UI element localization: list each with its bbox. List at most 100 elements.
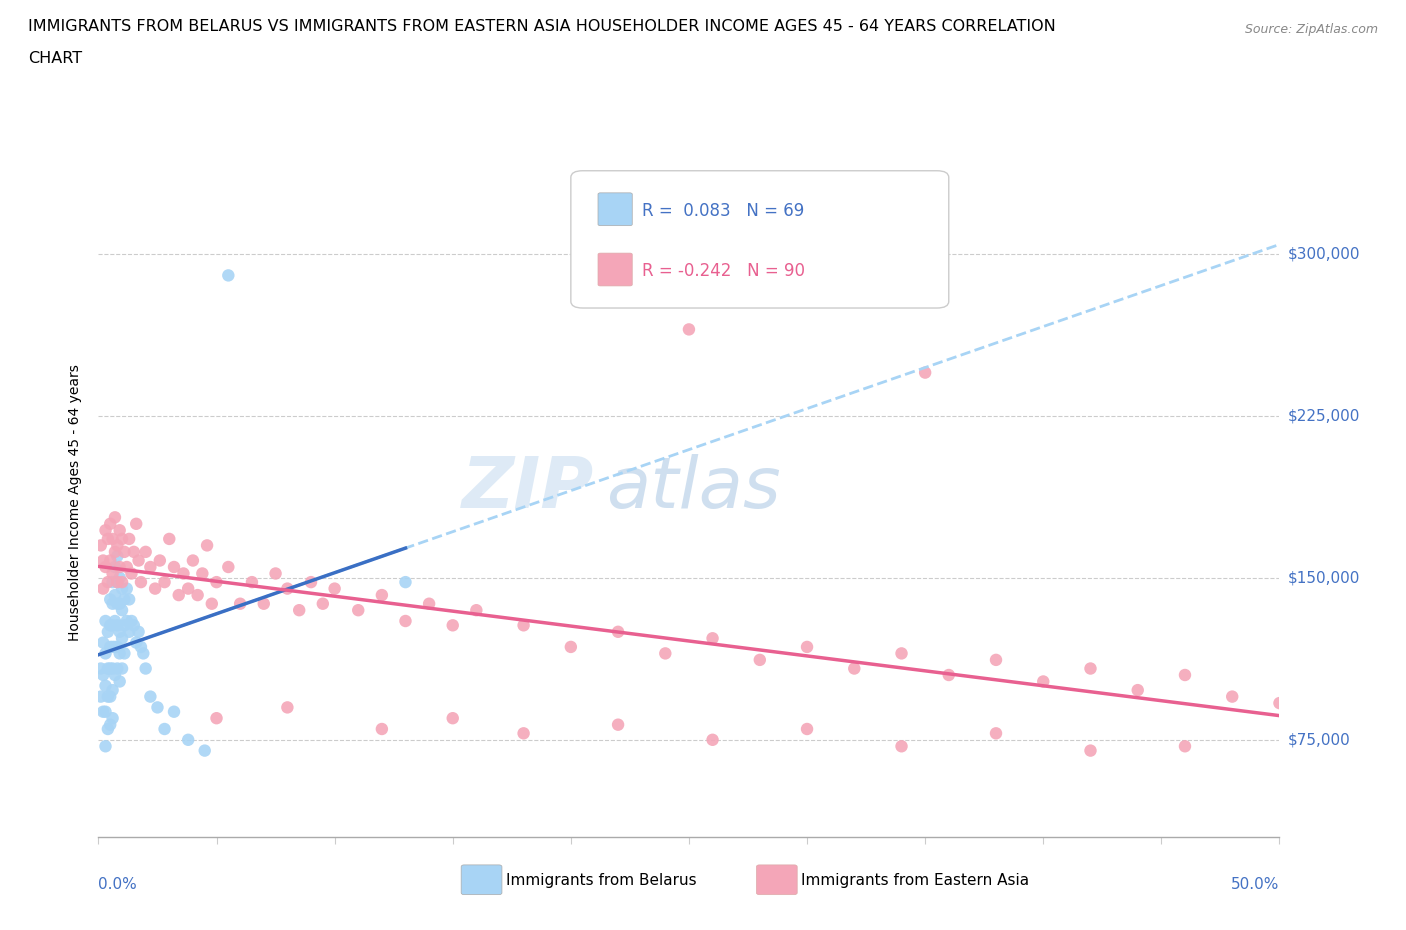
Point	[101, 566, 124, 581]
Point	[104, 510, 127, 525]
Point	[312, 596, 335, 611]
Point	[105, 661, 128, 676]
Point	[844, 661, 866, 676]
Point	[938, 668, 960, 683]
Point	[91, 704, 114, 719]
Point	[163, 560, 186, 575]
Point	[97, 689, 120, 704]
Point	[101, 618, 124, 632]
Point	[112, 646, 135, 661]
Point	[98, 553, 121, 568]
Text: $75,000: $75,000	[1288, 732, 1351, 748]
Point	[90, 661, 112, 676]
Point	[217, 560, 239, 575]
Point	[91, 668, 114, 683]
Point	[94, 738, 117, 753]
Point	[890, 646, 912, 661]
Point	[91, 581, 114, 596]
Text: $300,000: $300,000	[1288, 246, 1360, 261]
Point	[394, 575, 416, 590]
Point	[890, 738, 912, 753]
Point	[1126, 683, 1149, 698]
Point	[105, 575, 128, 590]
Point	[108, 674, 131, 689]
Text: $150,000: $150,000	[1288, 570, 1360, 585]
Point	[104, 560, 127, 575]
Point	[702, 631, 724, 645]
Point	[125, 635, 148, 650]
Point	[105, 575, 128, 590]
Point	[177, 732, 200, 747]
Point	[97, 661, 120, 676]
Point	[98, 689, 121, 704]
FancyBboxPatch shape	[571, 171, 949, 308]
Point	[512, 618, 534, 632]
Point	[101, 661, 124, 676]
Point	[101, 683, 124, 698]
Point	[205, 575, 228, 590]
Point	[253, 596, 276, 611]
Text: Immigrants from Eastern Asia: Immigrants from Eastern Asia	[801, 873, 1029, 888]
Point	[121, 614, 143, 629]
Point	[108, 523, 131, 538]
Point	[371, 588, 394, 603]
Point	[153, 722, 176, 737]
Point	[118, 592, 141, 607]
Point	[187, 588, 209, 603]
Point	[276, 581, 298, 596]
Point	[125, 516, 148, 531]
Point	[172, 566, 194, 581]
Point	[163, 704, 186, 719]
Point	[98, 640, 121, 655]
Point	[101, 575, 124, 590]
Point	[157, 531, 180, 546]
Point	[149, 553, 172, 568]
Point	[1032, 674, 1054, 689]
Point	[122, 618, 145, 632]
Text: 0.0%: 0.0%	[98, 877, 138, 892]
Point	[512, 726, 534, 741]
Point	[146, 700, 169, 715]
Point	[115, 560, 138, 575]
Point	[128, 553, 150, 568]
Point	[94, 678, 117, 693]
Point	[105, 640, 128, 655]
Point	[560, 640, 582, 655]
Point	[323, 581, 346, 596]
Point	[229, 596, 252, 611]
Point	[205, 711, 228, 725]
Point	[607, 624, 630, 639]
Point	[108, 596, 131, 611]
Point	[1080, 743, 1102, 758]
Point	[1268, 696, 1291, 711]
Point	[97, 624, 120, 639]
Point	[91, 553, 114, 568]
Point	[105, 549, 128, 564]
Point	[98, 618, 121, 632]
Point	[1174, 668, 1197, 683]
Point	[702, 732, 724, 747]
Point	[914, 365, 936, 380]
Point	[191, 566, 214, 581]
Point	[115, 581, 138, 596]
Point	[796, 640, 818, 655]
Point	[90, 538, 112, 552]
Point	[115, 614, 138, 629]
Point	[90, 689, 112, 704]
Text: CHART: CHART	[28, 51, 82, 66]
Point	[94, 560, 117, 575]
Point	[101, 596, 124, 611]
Point	[418, 596, 440, 611]
Text: Immigrants from Belarus: Immigrants from Belarus	[506, 873, 697, 888]
Text: IMMIGRANTS FROM BELARUS VS IMMIGRANTS FROM EASTERN ASIA HOUSEHOLDER INCOME AGES : IMMIGRANTS FROM BELARUS VS IMMIGRANTS FR…	[28, 19, 1056, 33]
Text: ZIP: ZIP	[463, 455, 595, 524]
Point	[288, 603, 311, 618]
Point	[112, 592, 135, 607]
Point	[465, 603, 488, 618]
Text: atlas: atlas	[606, 455, 780, 524]
Point	[135, 544, 157, 559]
Point	[201, 596, 224, 611]
Point	[111, 575, 134, 590]
Text: R =  0.083   N = 69: R = 0.083 N = 69	[641, 202, 804, 219]
Point	[167, 588, 190, 603]
